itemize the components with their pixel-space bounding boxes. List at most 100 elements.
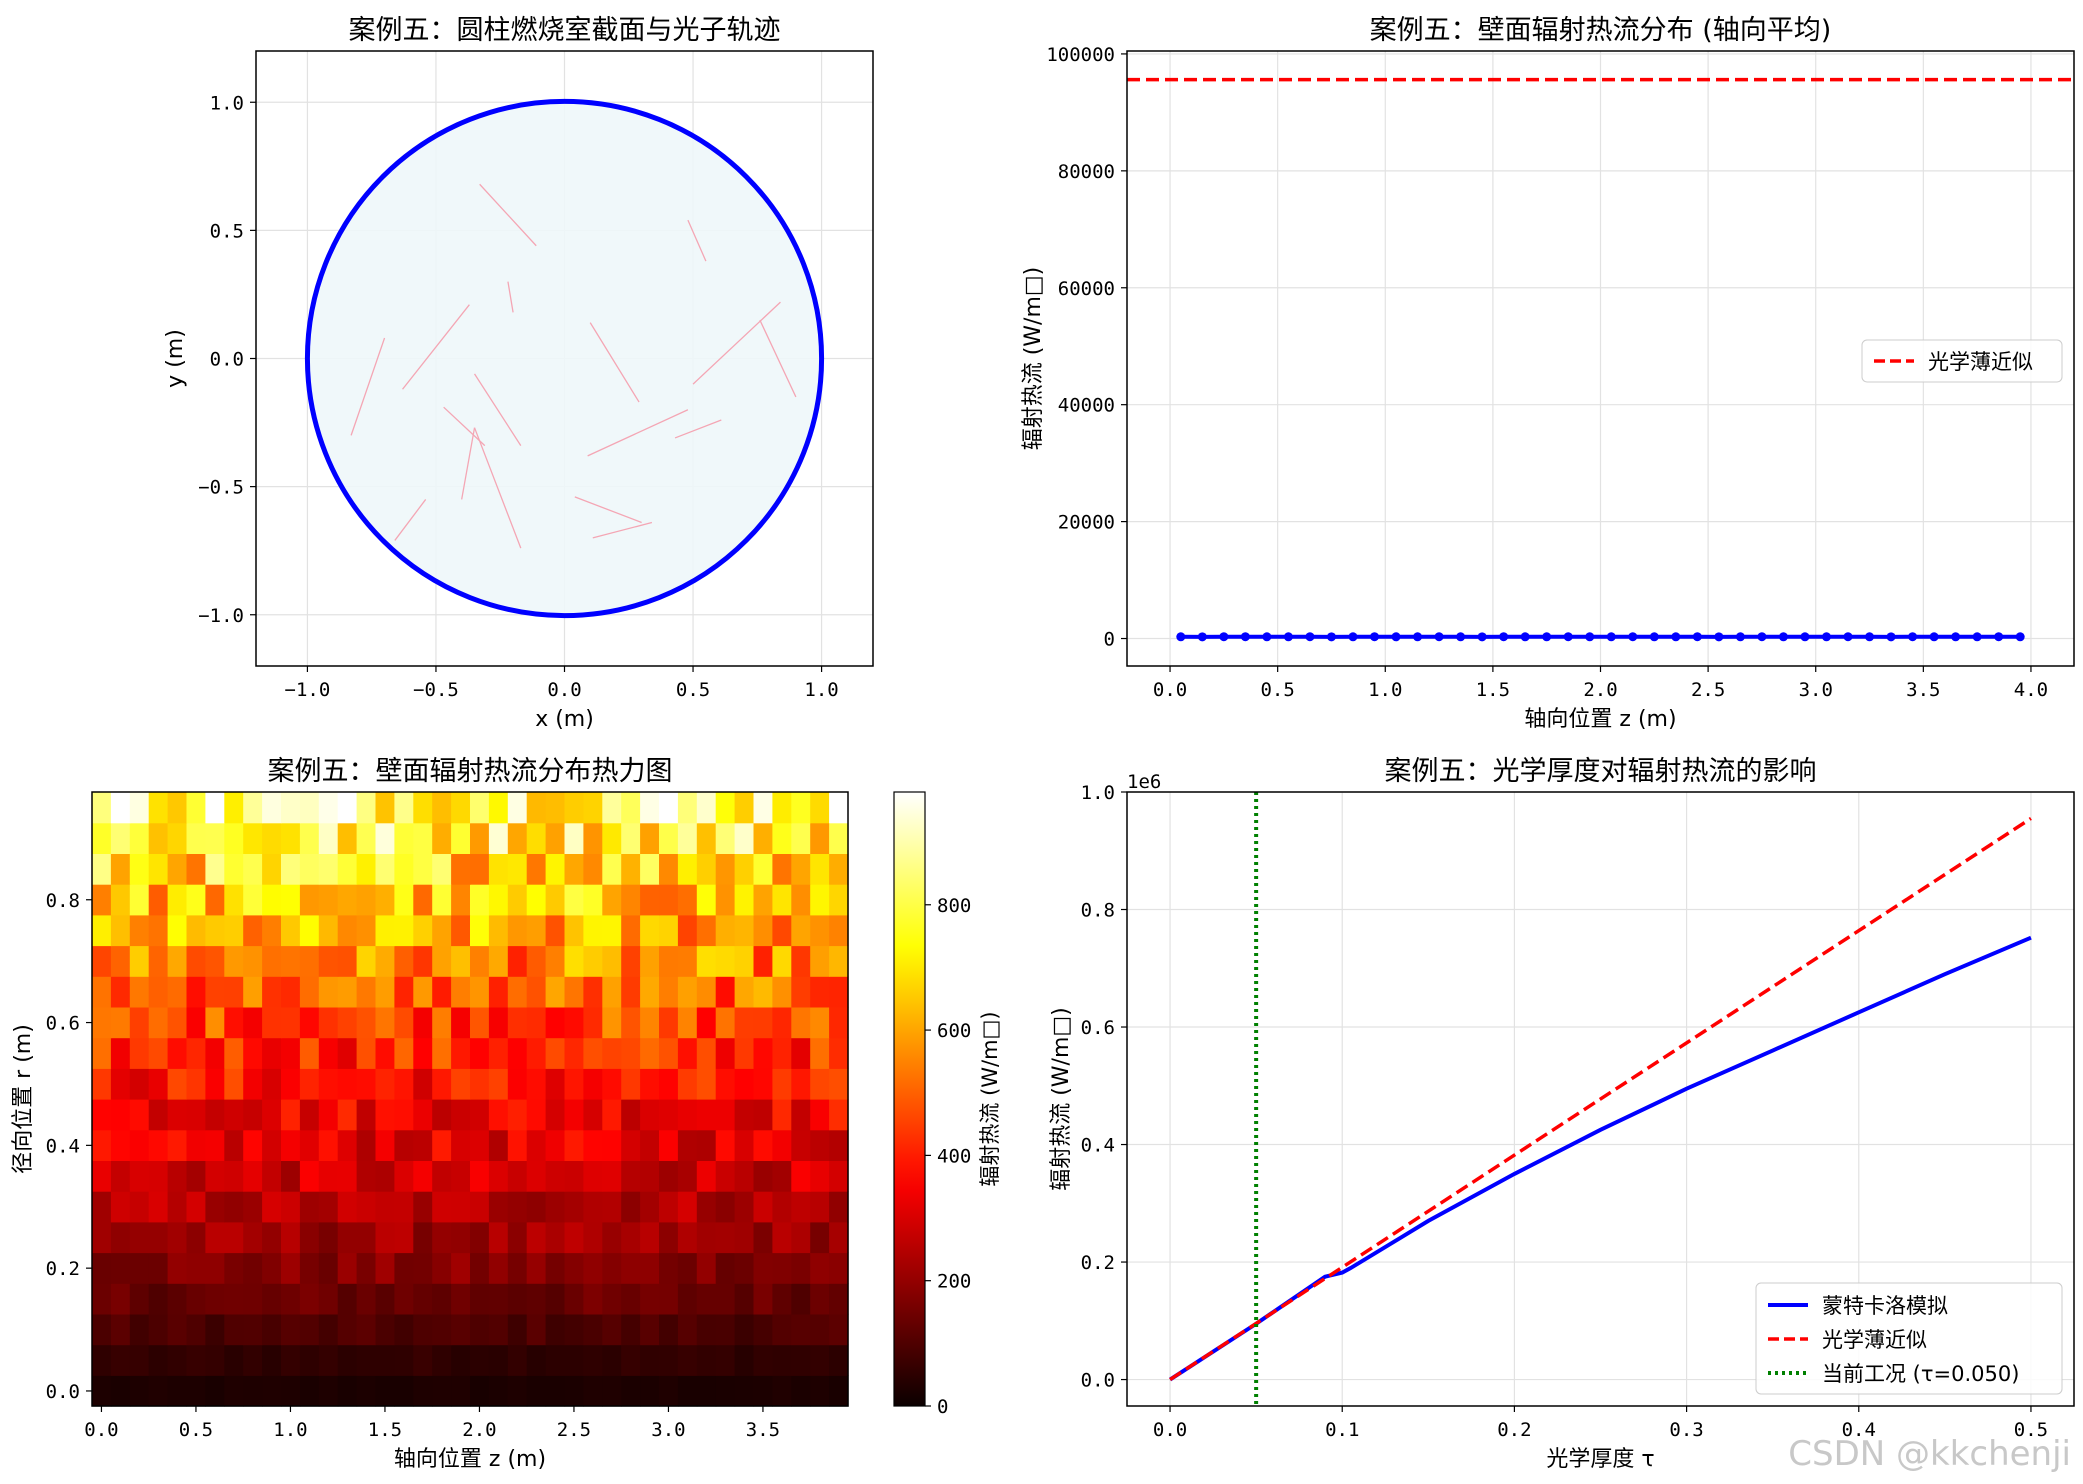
heatmap-cell bbox=[564, 945, 584, 977]
heat-flux-marker bbox=[1240, 632, 1250, 642]
heatmap-cell bbox=[488, 945, 509, 977]
heatmap-cell bbox=[281, 1160, 301, 1192]
y-tick-label: 20000 bbox=[1058, 512, 1115, 534]
heatmap-cell bbox=[526, 1252, 547, 1284]
heatmap-cell bbox=[110, 853, 131, 885]
heatmap-cell bbox=[470, 1375, 490, 1407]
heatmap-cell bbox=[715, 1068, 736, 1100]
heatmap-cell bbox=[394, 1037, 414, 1069]
y-tick-label: 0.8 bbox=[1081, 900, 1115, 922]
heatmap-cell bbox=[734, 1344, 755, 1376]
heatmap-cell bbox=[337, 1313, 358, 1346]
heatmap-cell bbox=[526, 1313, 547, 1346]
heatmap-cell bbox=[734, 1191, 755, 1223]
heatmap-cell bbox=[753, 1344, 773, 1376]
heatmap-cell bbox=[92, 1221, 112, 1254]
heat-flux-marker bbox=[1499, 632, 1509, 642]
heatmap-cell bbox=[167, 1313, 188, 1346]
heatmap-cell bbox=[281, 1037, 301, 1069]
heatmap-cell bbox=[262, 822, 282, 854]
legend-label: 蒙特卡洛模拟 bbox=[1822, 1294, 1948, 1318]
heatmap-cell bbox=[715, 1313, 736, 1346]
heatmap-cell bbox=[583, 1006, 603, 1039]
heatmap-cell bbox=[110, 1037, 131, 1069]
heatmap-cell bbox=[734, 1160, 755, 1192]
heatmap-cell bbox=[186, 1099, 206, 1131]
heatmap-cell bbox=[470, 1099, 490, 1131]
heat-flux-marker bbox=[1649, 632, 1659, 642]
heat-flux-marker bbox=[1219, 632, 1229, 642]
heatmap-cell bbox=[791, 1313, 811, 1346]
legend-box bbox=[1861, 339, 2063, 383]
heat-flux-marker bbox=[1886, 632, 1896, 642]
heatmap-cell bbox=[110, 792, 131, 824]
heatmap-cell bbox=[337, 976, 358, 1008]
heatmap-cell bbox=[451, 884, 471, 916]
heatmap-cell bbox=[545, 792, 566, 824]
x-axis-label: 轴向位置 z (m) bbox=[1524, 707, 1676, 732]
heatmap-cell bbox=[507, 945, 528, 977]
heatmap-cell bbox=[432, 1099, 452, 1131]
x-tick-label: 1.5 bbox=[368, 1419, 402, 1441]
heat-flux-marker bbox=[1370, 632, 1380, 642]
heatmap-cell bbox=[299, 1037, 320, 1069]
heatmap-cell bbox=[791, 1191, 811, 1223]
heatmap-cell bbox=[224, 1191, 244, 1223]
heatmap-cell bbox=[734, 792, 755, 824]
heatmap-cell bbox=[564, 884, 584, 916]
heatmap-cell bbox=[810, 945, 830, 977]
heatmap-cell bbox=[659, 1068, 679, 1100]
heatmap-cell bbox=[488, 1313, 509, 1346]
heatmap-cell bbox=[772, 1344, 792, 1376]
colorbar-tick-label: 0 bbox=[937, 1396, 948, 1418]
heatmap-cell bbox=[262, 853, 282, 885]
heatmap-cell bbox=[602, 914, 622, 947]
heatmap-cell bbox=[167, 1006, 188, 1039]
heatmap-cell bbox=[526, 1129, 547, 1161]
heatmap-cell bbox=[772, 1313, 792, 1346]
heatmap-cell bbox=[772, 853, 792, 885]
heatmap-cell bbox=[545, 1252, 566, 1284]
heatmap-cell bbox=[772, 1252, 792, 1284]
heatmap-cell bbox=[829, 1129, 849, 1161]
heatmap-cell bbox=[92, 884, 112, 916]
heatmap-cell bbox=[394, 884, 414, 916]
heatmap-cell bbox=[262, 1283, 282, 1315]
heatmap-cell bbox=[810, 1313, 830, 1346]
heatmap-cell bbox=[356, 822, 377, 854]
heatmap-cell bbox=[205, 822, 225, 854]
heatmap-cell bbox=[148, 1006, 169, 1039]
heatmap-cell bbox=[526, 1006, 547, 1039]
heatmap-cell bbox=[677, 945, 698, 977]
heatmap-cell bbox=[281, 1129, 301, 1161]
heatmap-cell bbox=[583, 1313, 603, 1346]
heatmap-cell bbox=[262, 1375, 282, 1407]
heatmap-cell bbox=[602, 1375, 622, 1407]
heatmap-cell bbox=[640, 1099, 660, 1131]
heat-flux-marker bbox=[1585, 632, 1595, 642]
y-axis-label: 辐射热流 (W/m□) bbox=[1021, 267, 1046, 451]
heatmap-cell bbox=[488, 1099, 509, 1131]
heatmap-cell bbox=[526, 1037, 547, 1069]
y-tick-label: −1.0 bbox=[198, 605, 244, 627]
heatmap-cell bbox=[356, 1191, 377, 1223]
heatmap-cell bbox=[356, 945, 377, 977]
heatmap-cell bbox=[451, 1283, 471, 1315]
heatmap-cell bbox=[545, 1037, 566, 1069]
heatmap-cell bbox=[129, 1099, 150, 1131]
heatmap-cell bbox=[659, 853, 679, 885]
heatmap-cell bbox=[470, 822, 490, 854]
x-tick-label: 0.4 bbox=[1842, 1419, 1876, 1441]
heatmap-cell bbox=[356, 1068, 377, 1100]
heatmap-cell bbox=[394, 1160, 414, 1192]
heatmap-cell bbox=[602, 1344, 622, 1376]
heatmap-cell bbox=[583, 1037, 603, 1069]
heatmap-cell bbox=[243, 1221, 263, 1254]
heat-flux-marker bbox=[1735, 632, 1745, 642]
heatmap-cell bbox=[488, 1037, 509, 1069]
heatmap-cell bbox=[734, 914, 755, 947]
heatmap-cell bbox=[772, 1099, 792, 1131]
heatmap-cell bbox=[205, 1375, 225, 1407]
heat-flux-marker bbox=[1951, 632, 1961, 642]
heatmap-cell bbox=[186, 1006, 206, 1039]
